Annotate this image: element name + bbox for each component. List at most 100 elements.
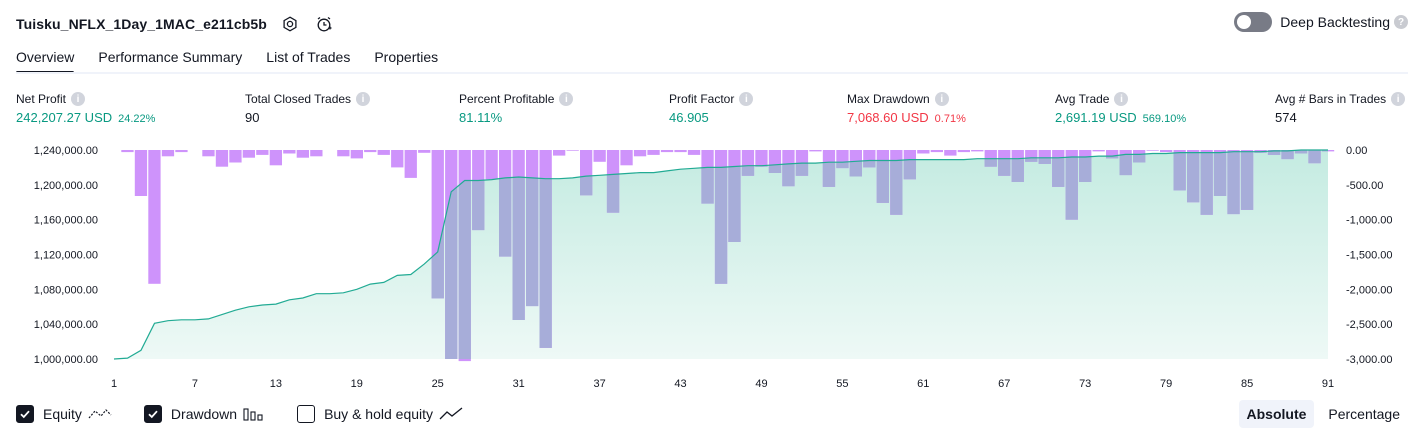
metric-percent: 24.22% [118, 113, 156, 125]
legend-drawdown[interactable]: Drawdown [143, 405, 265, 423]
left-axis-tick: 1,200,000.00 [34, 180, 98, 192]
drawdown-bar [647, 150, 660, 155]
drawdown-checkbox[interactable] [143, 405, 162, 423]
strategy-header: Tuisku_NFLX_1Day_1MAC_e211cb5b [16, 10, 335, 38]
tab-properties[interactable]: Properties [374, 49, 439, 65]
drawdown-bar-overlap [1187, 150, 1200, 203]
drawdown-bar [161, 150, 175, 157]
drawdown-bar [229, 150, 242, 163]
drawdown-bar-overlap [1294, 150, 1308, 154]
deep-backtesting-control: Deep Backtesting ? [1234, 12, 1408, 32]
drawdown-bar-overlap [526, 150, 539, 307]
drawdown-bar [404, 150, 417, 178]
equity-line-icon [88, 407, 112, 421]
drawdown-bar [364, 150, 377, 153]
tab-list-of-trades[interactable]: List of Trades [266, 49, 351, 65]
metric-avg-trade: Avg Trade i 2,691.19 USD 569.10% [1055, 92, 1186, 125]
info-icon[interactable]: i [559, 92, 574, 106]
drawdown-bar-overlap [1308, 150, 1321, 164]
metric-value: 242,207.27 USD [16, 110, 113, 125]
drawdown-bar-overlap [1240, 150, 1254, 210]
left-axis-tick: 1,240,000.00 [34, 145, 98, 157]
scale-mode-switch: Absolute Percentage [1233, 400, 1409, 428]
x-axis-tick: 55 [836, 378, 848, 390]
report-tabs: Overview Performance Summary List of Tra… [16, 44, 462, 74]
x-axis-tick: 19 [351, 378, 363, 390]
metric-percent: 0.71% [934, 113, 966, 125]
drawdown-bar [175, 150, 188, 153]
metric-label: Profit Factor [669, 92, 735, 106]
x-axis-tick: 43 [674, 378, 686, 390]
drawdown-bar [350, 150, 363, 159]
info-icon[interactable]: i [356, 92, 371, 106]
metric-total-closed-trades: Total Closed Trades i 90 [245, 92, 371, 125]
drawdown-bar-overlap [458, 150, 471, 359]
metrics-row: Net Profit i 242,207.27 USD 24.22% Total C… [16, 92, 1408, 132]
metric-label: Total Closed Trades [245, 92, 352, 106]
buy-hold-checkbox[interactable] [297, 405, 316, 423]
drawdown-bar-overlap [714, 150, 728, 284]
right-axis-tick: -2,500.00 [1346, 319, 1392, 331]
drawdown-bar [1146, 150, 1159, 151]
buy-hold-line-icon [439, 407, 463, 421]
drawdown-bar-overlap [1213, 150, 1227, 196]
tab-performance-summary[interactable]: Performance Summary [98, 49, 243, 65]
drawdown-bar [256, 150, 269, 155]
percentage-button[interactable]: Percentage [1328, 406, 1400, 422]
info-icon[interactable]: i [1391, 92, 1406, 106]
drawdown-bar-overlap [1079, 150, 1092, 182]
drawdown-bar-overlap [1052, 150, 1065, 187]
equity-drawdown-chart[interactable]: 1,240,000.00 1,200,000.00 1,160,000.00 1,12… [0, 138, 1424, 396]
drawdown-bar-overlap [876, 150, 889, 203]
left-axis-tick: 1,120,000.00 [34, 250, 98, 262]
right-axis-tick: -3,000.00 [1346, 354, 1392, 366]
legend-buy-hold[interactable]: Buy & hold equity [297, 405, 463, 423]
drawdown-bar-overlap [1065, 150, 1078, 220]
drawdown-bar [917, 150, 930, 154]
drawdown-bar [553, 150, 566, 156]
legend-drawdown-label: Drawdown [170, 406, 238, 422]
drawdown-bar [202, 150, 215, 157]
drawdown-bar [418, 150, 431, 153]
drawdown-bar [1106, 150, 1119, 159]
drawdown-bar [971, 150, 984, 152]
info-icon[interactable]: i [739, 92, 754, 106]
right-axis-tick: 0.00 [1346, 145, 1367, 157]
settings-gear-icon[interactable] [279, 13, 301, 35]
x-axis-tick: 73 [1079, 378, 1091, 390]
metric-percent-profitable: Percent Profitable i 81.11% [459, 92, 574, 125]
drawdown-bar [687, 150, 701, 155]
drawdown-bar [283, 150, 296, 154]
strategy-name: Tuisku_NFLX_1Day_1MAC_e211cb5b [16, 16, 267, 32]
info-icon[interactable]: i [1114, 92, 1129, 106]
drawdown-bar [377, 150, 390, 155]
equity-checkbox[interactable] [16, 405, 34, 423]
drawdown-bar-overlap [1119, 150, 1132, 176]
drawdown-bar-overlap [1321, 150, 1328, 152]
drawdown-bar [310, 150, 323, 157]
metric-percent: 569.10% [1142, 113, 1187, 125]
x-axis-tick: 79 [1160, 378, 1172, 390]
deep-backtesting-toggle[interactable] [1234, 12, 1273, 32]
x-axis-tick: 61 [917, 378, 929, 390]
x-axis-tick: 1 [111, 378, 117, 390]
right-axis-tick: -2,000.00 [1346, 284, 1392, 296]
drawdown-bar-overlap [728, 150, 741, 242]
toggle-knob [1237, 15, 1252, 29]
x-axis-tick: 13 [270, 378, 282, 390]
metric-value: 2,691.19 USD [1055, 110, 1137, 125]
absolute-button[interactable]: Absolute [1238, 400, 1315, 428]
right-axis-tick: -500.00 [1346, 180, 1383, 192]
legend-equity[interactable]: Equity [16, 405, 112, 423]
metric-value: 46.905 [669, 110, 709, 125]
drawdown-bar-overlap [1173, 150, 1186, 191]
info-icon[interactable]: i [71, 92, 86, 106]
tab-overview[interactable]: Overview [16, 44, 75, 74]
alert-clock-icon[interactable] [313, 13, 335, 35]
x-axis-tick: 7 [192, 378, 198, 390]
right-axis-tick: -1,500.00 [1346, 250, 1392, 262]
legend-buy-hold-label: Buy & hold equity [324, 406, 434, 422]
info-icon[interactable]: i [934, 92, 949, 106]
drawdown-bar [566, 150, 579, 151]
help-icon[interactable]: ? [1394, 15, 1408, 29]
